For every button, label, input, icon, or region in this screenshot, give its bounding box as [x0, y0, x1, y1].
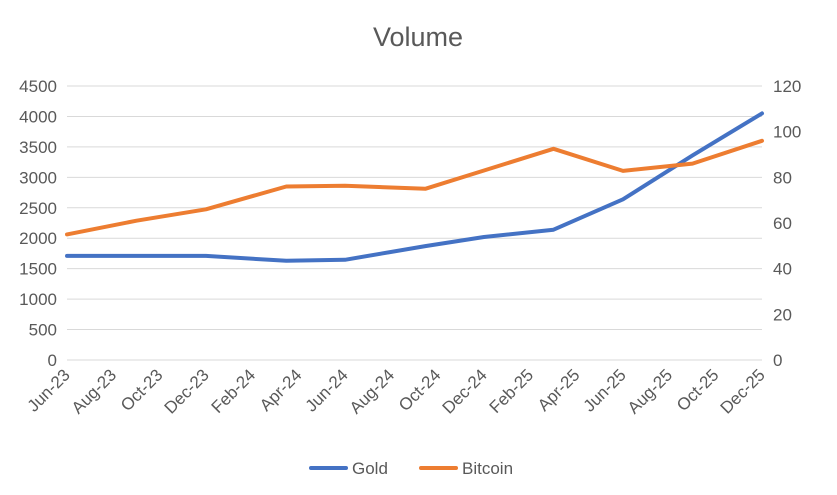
right-tick-label: 60 [773, 214, 792, 233]
x-tick-label: Oct-23 [117, 365, 167, 415]
x-axis-tick-labels: Jun-23Aug-23Oct-23Dec-23Feb-24Apr-24Jun-… [24, 365, 769, 417]
x-tick-label: Apr-24 [256, 365, 306, 415]
left-tick-label: 0 [48, 351, 57, 370]
left-tick-label: 1500 [19, 260, 57, 279]
x-tick-label: Apr-25 [534, 365, 584, 415]
left-tick-label: 4500 [19, 77, 57, 96]
x-tick-label: Dec-23 [161, 365, 213, 417]
left-tick-label: 3500 [19, 138, 57, 157]
x-tick-label: Jun-25 [580, 365, 630, 415]
series-line-bitcoin [65, 138, 764, 237]
x-tick-label: Oct-24 [395, 365, 445, 415]
right-axis-tick-labels: 0 20 40 60 80 100 120 [773, 77, 801, 370]
x-tick-label: Jun-24 [302, 365, 352, 415]
right-tick-label: 20 [773, 305, 792, 324]
left-tick-label: 3000 [19, 168, 57, 187]
left-axis-tick-labels: 0 500 1000 1500 2000 2500 3000 3500 4000 4500 [19, 77, 57, 370]
x-tick-label: Jun-23 [24, 365, 74, 415]
right-tick-label: 100 [773, 123, 801, 142]
legend-label: Bitcoin [462, 459, 513, 478]
series-line-gold [65, 111, 764, 263]
x-tick-label: Oct-25 [673, 365, 723, 415]
x-tick-label: Feb-25 [486, 365, 538, 417]
legend: Gold Bitcoin [309, 459, 513, 478]
x-tick-label: Dec-25 [717, 365, 769, 417]
chart-title: Volume [373, 22, 463, 52]
series-lines [65, 111, 764, 263]
x-tick-label: Aug-23 [68, 365, 120, 417]
right-tick-label: 80 [773, 168, 792, 187]
x-tick-label: Dec-24 [439, 365, 491, 417]
gridlines [67, 85, 762, 361]
left-tick-label: 2000 [19, 229, 57, 248]
right-tick-label: 40 [773, 260, 792, 279]
x-tick-label: Feb-24 [208, 365, 260, 417]
left-tick-label: 500 [29, 321, 57, 340]
left-tick-label: 2500 [19, 199, 57, 218]
left-tick-label: 1000 [19, 290, 57, 309]
legend-label: Gold [352, 459, 388, 478]
right-tick-label: 120 [773, 77, 801, 96]
left-tick-label: 4000 [19, 107, 57, 126]
x-tick-label: Aug-24 [346, 365, 398, 417]
x-tick-label: Aug-25 [624, 365, 676, 417]
right-tick-label: 0 [773, 351, 782, 370]
